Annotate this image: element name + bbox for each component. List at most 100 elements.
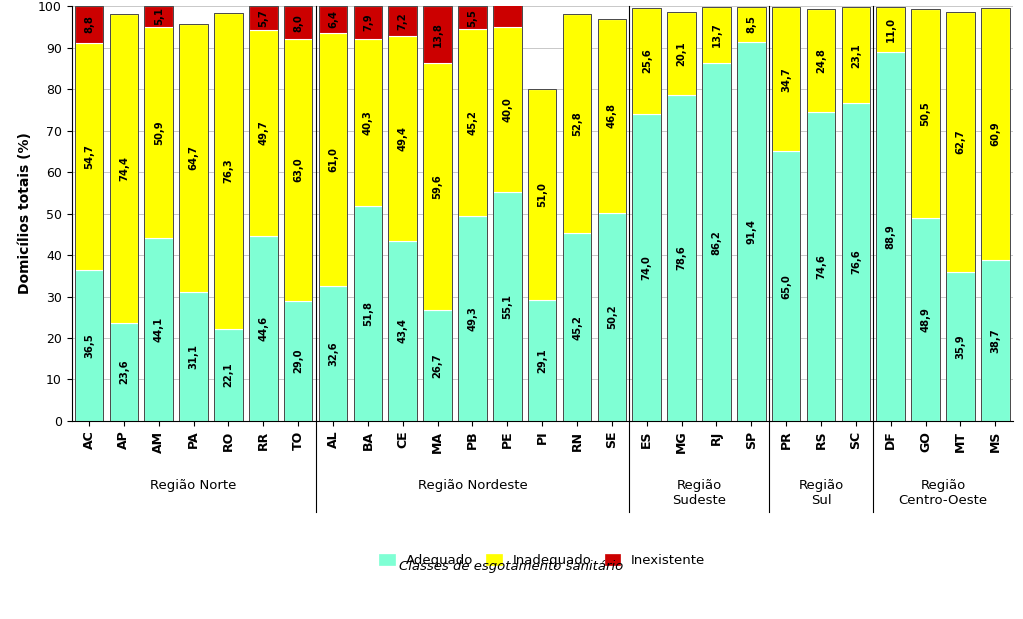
Bar xyxy=(75,6,103,421)
Bar xyxy=(946,12,975,272)
Bar xyxy=(877,7,905,52)
Text: 44,6: 44,6 xyxy=(259,316,268,341)
Bar xyxy=(319,33,348,286)
Bar xyxy=(214,13,242,329)
Bar xyxy=(179,292,208,421)
Bar xyxy=(911,9,940,421)
Bar xyxy=(144,6,173,27)
Text: 60,9: 60,9 xyxy=(990,122,1000,147)
Legend: Adequado, Inadequado, Inexistente: Adequado, Inadequado, Inexistente xyxy=(373,548,711,572)
Bar xyxy=(354,39,383,206)
Bar xyxy=(354,206,383,421)
Bar xyxy=(877,7,905,421)
Text: 34,7: 34,7 xyxy=(782,67,791,92)
Text: 8,0: 8,0 xyxy=(294,14,303,32)
Text: 74,6: 74,6 xyxy=(816,254,826,279)
Text: 7,2: 7,2 xyxy=(398,12,408,30)
Bar xyxy=(424,310,452,421)
Text: 86,2: 86,2 xyxy=(711,230,721,254)
Bar xyxy=(284,301,312,421)
Text: 20,1: 20,1 xyxy=(676,41,686,66)
Bar xyxy=(249,236,277,421)
Bar xyxy=(737,42,765,421)
Text: 29,0: 29,0 xyxy=(294,348,303,373)
Bar xyxy=(249,30,277,236)
Text: 38,7: 38,7 xyxy=(990,328,1000,353)
Bar xyxy=(458,6,487,421)
Bar xyxy=(179,24,208,421)
Text: 40,0: 40,0 xyxy=(502,97,513,122)
Text: 31,1: 31,1 xyxy=(188,344,198,369)
Text: Região Norte: Região Norte xyxy=(150,479,236,492)
Bar xyxy=(528,89,557,421)
Bar xyxy=(946,272,975,421)
Bar xyxy=(563,233,591,421)
Bar xyxy=(632,114,661,421)
Text: Região
Sudeste: Região Sudeste xyxy=(672,479,726,507)
Text: 8,8: 8,8 xyxy=(84,15,94,33)
Bar xyxy=(597,213,626,421)
Text: 5,7: 5,7 xyxy=(259,9,268,27)
Bar xyxy=(772,151,800,421)
Bar xyxy=(772,7,800,151)
Text: 59,6: 59,6 xyxy=(433,174,443,199)
Bar xyxy=(493,0,522,27)
Bar xyxy=(528,89,557,300)
Text: 76,6: 76,6 xyxy=(851,249,861,274)
Text: 88,9: 88,9 xyxy=(886,224,896,249)
Bar xyxy=(75,269,103,421)
Bar xyxy=(214,13,242,421)
Text: 50,2: 50,2 xyxy=(607,305,617,329)
Text: 91,4: 91,4 xyxy=(747,219,756,244)
Text: Região Nordeste: Região Nordeste xyxy=(417,479,527,492)
Bar xyxy=(563,14,591,233)
Bar xyxy=(981,8,1010,261)
Bar xyxy=(458,6,487,29)
Text: 54,7: 54,7 xyxy=(84,144,94,168)
Bar xyxy=(667,12,696,421)
Text: 76,3: 76,3 xyxy=(223,158,233,183)
Bar xyxy=(632,8,661,114)
Bar xyxy=(807,9,836,421)
Bar xyxy=(493,193,522,421)
Bar xyxy=(667,12,696,95)
Text: 50,9: 50,9 xyxy=(153,120,164,145)
Bar xyxy=(981,8,1010,421)
Bar xyxy=(389,6,417,421)
Bar xyxy=(842,7,871,421)
Bar xyxy=(911,218,940,421)
Text: Classes de esgotamento sanitário: Classes de esgotamento sanitário xyxy=(399,560,624,573)
Bar xyxy=(737,7,765,42)
Text: 55,1: 55,1 xyxy=(502,294,513,319)
Bar xyxy=(109,323,138,421)
Bar xyxy=(946,12,975,421)
Bar xyxy=(807,111,836,421)
Bar xyxy=(389,241,417,421)
Bar xyxy=(981,261,1010,421)
Text: 7,9: 7,9 xyxy=(363,14,373,32)
Text: 48,9: 48,9 xyxy=(921,307,931,332)
Bar xyxy=(284,6,312,40)
Text: 8,5: 8,5 xyxy=(747,15,756,33)
Bar xyxy=(597,19,626,213)
Bar xyxy=(563,14,591,421)
Text: 63,0: 63,0 xyxy=(294,158,303,183)
Text: 45,2: 45,2 xyxy=(572,314,582,340)
Text: 51,0: 51,0 xyxy=(537,182,547,207)
Text: 49,3: 49,3 xyxy=(468,306,478,331)
Bar xyxy=(319,6,348,33)
Bar xyxy=(144,6,173,421)
Bar xyxy=(842,103,871,421)
Text: 51,8: 51,8 xyxy=(363,301,373,326)
Bar xyxy=(354,6,383,39)
Bar xyxy=(493,27,522,193)
Text: 22,1: 22,1 xyxy=(223,363,233,387)
Text: 52,8: 52,8 xyxy=(572,111,582,136)
Bar xyxy=(424,6,452,63)
Bar xyxy=(424,63,452,310)
Bar xyxy=(493,0,522,421)
Text: 50,5: 50,5 xyxy=(921,101,931,126)
Bar xyxy=(702,7,730,63)
Bar xyxy=(702,7,730,421)
Bar xyxy=(737,7,765,421)
